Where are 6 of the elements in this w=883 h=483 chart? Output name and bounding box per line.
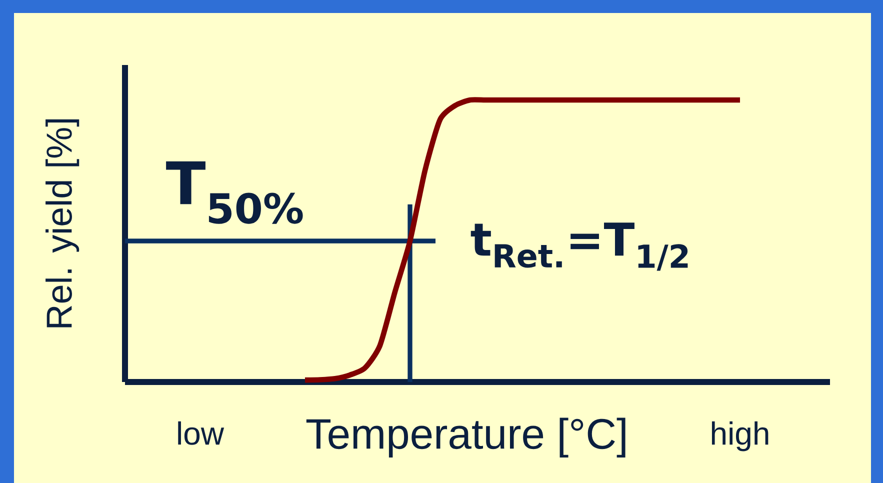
x-tick-label: low — [178, 421, 224, 445]
x-axis-title: Temperature [°C] — [306, 418, 626, 458]
ref-line-label: T$_{50%}$ — [166, 161, 303, 224]
y-axis-title: Rel. yield [%] — [46, 119, 80, 328]
x-tick-label: high — [712, 421, 768, 452]
annotation: t$_{Ret.}$=T$_{1/2}$ — [470, 222, 688, 271]
